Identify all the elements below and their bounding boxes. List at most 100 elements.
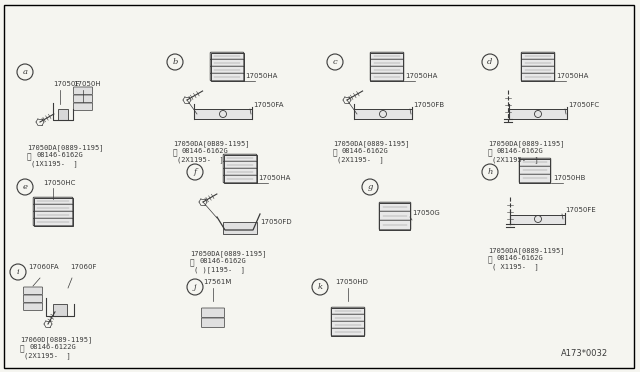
FancyBboxPatch shape — [332, 328, 365, 336]
Text: 17050FA: 17050FA — [253, 102, 284, 108]
Text: Ⓑ: Ⓑ — [27, 152, 31, 161]
Text: 17050HA: 17050HA — [556, 73, 588, 79]
Text: (2X1195-  ]: (2X1195- ] — [177, 156, 224, 163]
FancyBboxPatch shape — [210, 59, 244, 67]
FancyBboxPatch shape — [332, 314, 365, 322]
Text: 17050FE: 17050FE — [565, 207, 596, 213]
FancyBboxPatch shape — [354, 109, 412, 119]
Text: 17060F: 17060F — [70, 264, 97, 270]
Bar — [223, 154, 257, 183]
Text: 17050FB: 17050FB — [413, 102, 444, 108]
Text: 08146-6162G: 08146-6162G — [36, 152, 83, 158]
Text: Ⓑ: Ⓑ — [173, 148, 178, 157]
FancyBboxPatch shape — [519, 174, 551, 183]
Text: 08146-6162G: 08146-6162G — [497, 255, 544, 261]
Text: 08146-6162G: 08146-6162G — [182, 148, 228, 154]
FancyBboxPatch shape — [223, 154, 257, 162]
Bar — [332, 308, 365, 336]
Text: 17050DA[0889-1195]: 17050DA[0889-1195] — [488, 140, 564, 147]
Text: 17050H: 17050H — [73, 81, 100, 87]
Text: (2X1195-  ]: (2X1195- ] — [24, 352, 71, 359]
Text: 17050FD: 17050FD — [260, 219, 292, 225]
FancyBboxPatch shape — [223, 161, 257, 169]
FancyBboxPatch shape — [370, 52, 404, 60]
Text: 08146-6162G: 08146-6162G — [497, 148, 544, 154]
Text: Ⓑ: Ⓑ — [20, 344, 24, 353]
FancyBboxPatch shape — [519, 166, 551, 175]
FancyBboxPatch shape — [74, 95, 93, 103]
FancyBboxPatch shape — [24, 303, 42, 311]
FancyBboxPatch shape — [509, 109, 567, 119]
FancyBboxPatch shape — [210, 52, 244, 60]
Text: 17050FC: 17050FC — [568, 102, 599, 108]
FancyBboxPatch shape — [370, 73, 404, 81]
FancyBboxPatch shape — [210, 66, 244, 74]
Text: a: a — [22, 68, 28, 76]
FancyBboxPatch shape — [223, 175, 257, 183]
Text: 17050DA[0889-1195]: 17050DA[0889-1195] — [27, 144, 104, 151]
Text: 08146-6162G: 08146-6162G — [342, 148, 388, 154]
Text: k: k — [317, 283, 323, 291]
Text: c: c — [333, 58, 337, 66]
Text: 08146-6162G: 08146-6162G — [199, 258, 246, 264]
Text: (2X1195-  ]: (2X1195- ] — [337, 156, 384, 163]
FancyBboxPatch shape — [379, 211, 411, 221]
Text: 17050HA: 17050HA — [405, 73, 437, 79]
Text: 17060D[0889-1195]: 17060D[0889-1195] — [20, 336, 92, 343]
FancyBboxPatch shape — [24, 295, 42, 302]
Text: g: g — [367, 183, 372, 191]
Text: 17050DA[0889-1195]: 17050DA[0889-1195] — [333, 140, 410, 147]
Bar — [53, 304, 67, 316]
FancyBboxPatch shape — [194, 109, 252, 119]
Bar — [520, 158, 550, 183]
FancyBboxPatch shape — [521, 73, 555, 81]
FancyBboxPatch shape — [24, 287, 42, 295]
FancyBboxPatch shape — [521, 59, 555, 67]
FancyBboxPatch shape — [210, 73, 244, 81]
Text: d: d — [487, 58, 493, 66]
FancyBboxPatch shape — [74, 103, 93, 110]
FancyBboxPatch shape — [33, 218, 73, 226]
Text: b: b — [172, 58, 178, 66]
Text: 17050DA[0889-1195]: 17050DA[0889-1195] — [190, 250, 266, 257]
Bar — [522, 52, 554, 80]
Bar — [33, 198, 72, 225]
Bar — [223, 222, 257, 234]
Text: i: i — [17, 268, 19, 276]
Text: Ⓑ: Ⓑ — [488, 148, 493, 157]
Text: Ⓑ: Ⓑ — [488, 255, 493, 264]
FancyBboxPatch shape — [33, 211, 73, 219]
FancyBboxPatch shape — [521, 52, 555, 60]
FancyBboxPatch shape — [332, 307, 365, 315]
FancyBboxPatch shape — [521, 66, 555, 74]
FancyBboxPatch shape — [519, 158, 551, 167]
FancyBboxPatch shape — [33, 197, 73, 205]
Text: 17050HD: 17050HD — [335, 279, 368, 285]
Text: 17050F: 17050F — [53, 81, 79, 87]
Text: 17050DA[0889-1195]: 17050DA[0889-1195] — [488, 247, 564, 254]
FancyBboxPatch shape — [332, 321, 365, 329]
Text: j: j — [194, 283, 196, 291]
Bar — [58, 109, 68, 119]
Text: 17561M: 17561M — [203, 279, 232, 285]
FancyBboxPatch shape — [33, 204, 73, 212]
Text: 17050HB: 17050HB — [553, 175, 586, 181]
FancyBboxPatch shape — [379, 220, 411, 230]
Text: e: e — [22, 183, 28, 191]
Text: 17050HC: 17050HC — [43, 180, 76, 186]
Text: Ⓑ: Ⓑ — [333, 148, 338, 157]
Text: A173*0032: A173*0032 — [561, 349, 608, 358]
Text: (1X1195-  ]: (1X1195- ] — [31, 160, 77, 167]
FancyBboxPatch shape — [370, 59, 404, 67]
FancyBboxPatch shape — [202, 308, 225, 317]
Text: Ⓑ: Ⓑ — [190, 258, 195, 267]
Bar — [211, 52, 243, 80]
FancyBboxPatch shape — [379, 202, 411, 212]
Text: ( )[1195-  ]: ( )[1195- ] — [194, 266, 245, 273]
FancyBboxPatch shape — [511, 215, 566, 224]
Text: 17050HA: 17050HA — [245, 73, 277, 79]
Bar — [380, 202, 410, 230]
FancyBboxPatch shape — [370, 66, 404, 74]
FancyBboxPatch shape — [223, 168, 257, 176]
Text: (2X1195-  ]: (2X1195- ] — [492, 156, 539, 163]
